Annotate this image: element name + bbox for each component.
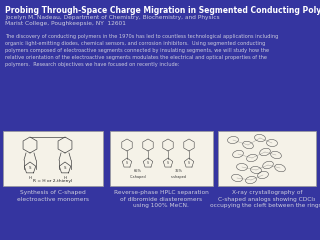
Bar <box>218 131 316 186</box>
Text: H: H <box>28 176 31 180</box>
Bar <box>3 131 103 186</box>
Text: H: H <box>63 176 67 180</box>
Text: The discovery of conducting polymers in the 1970s has led to countless technolog: The discovery of conducting polymers in … <box>5 34 278 67</box>
Text: S: S <box>126 161 128 165</box>
Text: Marist College, Poughkeepsie, NY  12601: Marist College, Poughkeepsie, NY 12601 <box>5 21 126 26</box>
Text: Synthesis of C-shaped
electroactive monomers: Synthesis of C-shaped electroactive mono… <box>17 190 89 202</box>
Text: 35%: 35% <box>175 169 183 173</box>
Text: S: S <box>188 161 190 165</box>
Text: S: S <box>147 161 149 165</box>
Text: S: S <box>167 161 169 165</box>
Text: S: S <box>29 166 31 170</box>
Text: Reverse-phase HPLC separation
of dibromide diastereomers
using 100% MeCN.: Reverse-phase HPLC separation of dibromi… <box>114 190 208 208</box>
Text: 65%: 65% <box>134 169 142 173</box>
Text: C-shaped: C-shaped <box>130 175 146 179</box>
Text: R = H or 2-thienyl: R = H or 2-thienyl <box>33 179 73 183</box>
Text: Jocelyn M. Nadeau, Department of Chemistry, Biochemistry, and Physics: Jocelyn M. Nadeau, Department of Chemist… <box>5 15 220 20</box>
Text: S: S <box>64 166 66 170</box>
Text: s-shaped: s-shaped <box>171 175 187 179</box>
Bar <box>110 131 213 186</box>
Text: Probing Through-Space Charge Migration in Segmented Conducting Polymers: Probing Through-Space Charge Migration i… <box>5 6 320 15</box>
Text: X-ray crystallography of
C-shaped analogs showing CDCl₃
occupying the cleft betw: X-ray crystallography of C-shaped analog… <box>210 190 320 208</box>
